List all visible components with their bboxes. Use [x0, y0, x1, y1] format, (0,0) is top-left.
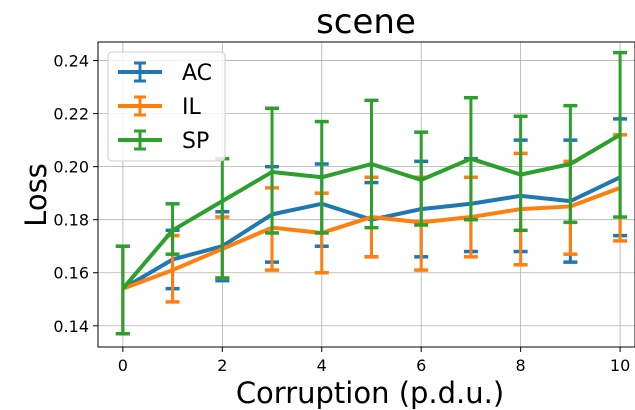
chart-title: scene — [316, 2, 416, 42]
x-tick-label: 10 — [610, 356, 630, 375]
x-tick-label: 8 — [516, 356, 526, 375]
legend-box — [107, 51, 226, 162]
y-tick-label: 0.14 — [53, 317, 89, 336]
series-layer — [115, 50, 628, 336]
legend-label: SP — [182, 129, 209, 154]
series-sp — [115, 50, 628, 336]
y-tick-label: 0.18 — [53, 211, 89, 230]
ticks: 0 2 4 6 8 10 0.14 0.16 0.18 0.20 0.22 0.24 — [53, 52, 630, 375]
legend-item-il: IL — [118, 95, 201, 120]
y-tick-label: 0.22 — [53, 105, 89, 124]
legend: AC IL SP — [107, 51, 226, 162]
x-tick-label: 2 — [217, 356, 227, 375]
y-tick-label: 0.24 — [53, 52, 89, 71]
plot-frame — [97, 41, 635, 348]
x-tick-label: 0 — [118, 356, 128, 375]
y-axis-label: Loss — [19, 163, 53, 227]
legend-item-ac: AC — [118, 61, 212, 86]
legend-label: AC — [182, 61, 212, 86]
series-line — [121, 133, 622, 290]
legend-label: IL — [182, 95, 201, 120]
x-tick-label: 4 — [317, 356, 327, 375]
y-tick-label: 0.20 — [53, 158, 89, 177]
y-tick-label: 0.16 — [53, 264, 89, 283]
legend-item-sp: SP — [118, 129, 209, 154]
x-tick-label: 6 — [416, 356, 426, 375]
x-axis-label: Corruption (p.d.u.) — [236, 376, 504, 410]
